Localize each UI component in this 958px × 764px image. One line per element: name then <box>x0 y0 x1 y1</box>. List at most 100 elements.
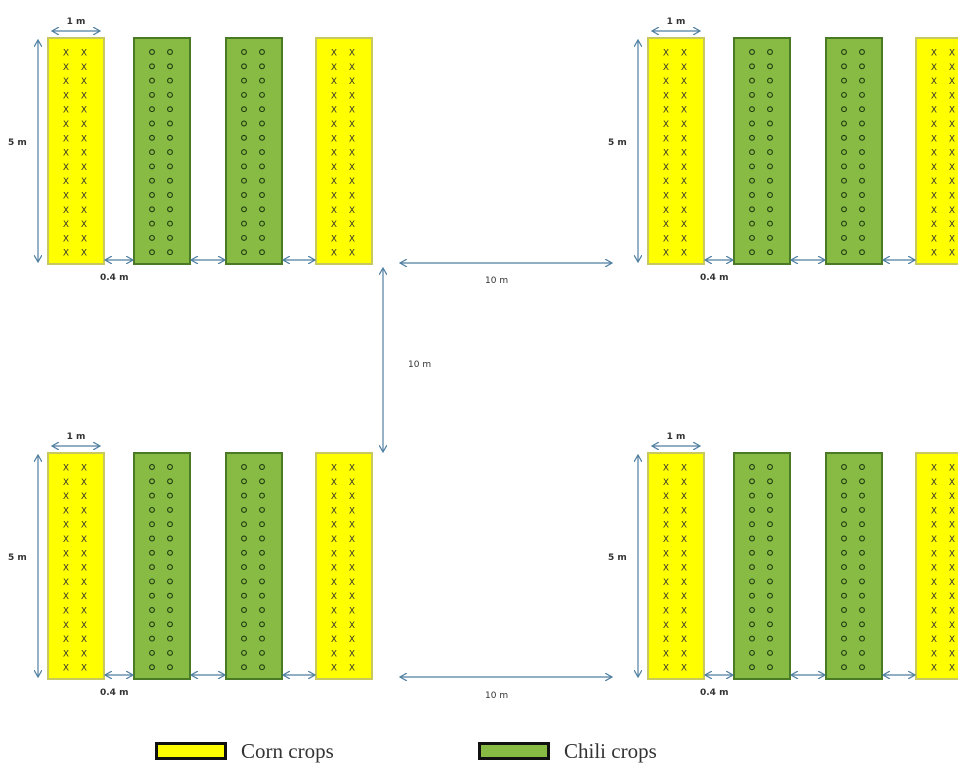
chili-plant-marker <box>749 120 755 127</box>
corn-plant-marker: X <box>63 249 69 259</box>
chili-plant-marker <box>167 177 173 184</box>
corn-plant-marker: X <box>349 63 355 73</box>
corn-plant-marker: X <box>349 120 355 130</box>
chili-plant-marker <box>167 492 173 499</box>
corn-plant-marker: X <box>331 549 337 559</box>
corn-plant-marker: X <box>949 492 955 502</box>
chili-plant-marker <box>259 592 265 599</box>
corn-plant-marker: X <box>63 649 69 659</box>
chili-plant-marker <box>859 206 865 213</box>
chili-plant-marker <box>241 91 247 98</box>
corn-plant-marker: X <box>949 177 955 187</box>
chili-plant-marker <box>167 49 173 55</box>
corn-plant-marker: X <box>949 249 955 259</box>
corn-plant-marker: X <box>949 49 955 59</box>
bed-length-label: 5 m <box>8 553 27 563</box>
plot-gap-bottom-label: 10 m <box>485 691 508 701</box>
bed-corn: X XX XX XX XX XX XX XX XX XX XX XX XX XX XX X <box>647 452 705 680</box>
chili-plant-marker <box>841 77 847 84</box>
chili-plant-marker <box>859 564 865 571</box>
corn-plant-marker: X <box>931 521 937 531</box>
corn-plant-marker: X <box>663 492 669 502</box>
corn-plant-marker: X <box>349 91 355 101</box>
corn-plant-marker: X <box>681 206 687 216</box>
corn-plant-marker: X <box>63 549 69 559</box>
chili-plant-marker <box>259 134 265 141</box>
chili-plant-marker <box>259 77 265 84</box>
corn-plant-marker: X <box>81 49 87 59</box>
chili-plant-marker <box>259 206 265 213</box>
chili-plant-marker <box>767 649 773 656</box>
corn-plant-marker: X <box>949 91 955 101</box>
chili-plant-marker <box>767 234 773 241</box>
bed-width-label: 1 m <box>667 17 686 27</box>
chili-plant-marker <box>167 91 173 98</box>
corn-plant-marker: X <box>331 192 337 202</box>
chili-plant-marker <box>859 478 865 485</box>
corn-plant-marker: X <box>331 106 337 116</box>
chili-plant-marker <box>859 535 865 542</box>
corn-plant-marker: X <box>349 621 355 631</box>
corn-plant-marker: X <box>349 578 355 588</box>
corn-plant-marker: X <box>349 106 355 116</box>
corn-plant-marker: X <box>663 564 669 574</box>
corn-plant-marker: X <box>681 220 687 230</box>
chili-plant-marker <box>259 649 265 656</box>
chili-plant-marker <box>859 234 865 241</box>
corn-plant-marker: X <box>663 578 669 588</box>
corn-plant-marker: X <box>949 578 955 588</box>
corn-plant-marker: X <box>63 177 69 187</box>
chili-plant-marker <box>749 478 755 485</box>
chili-plant-marker <box>241 234 247 241</box>
corn-plant-marker: X <box>349 564 355 574</box>
chili-plant-marker <box>259 607 265 613</box>
chili-plant-marker <box>841 607 847 613</box>
chili-plant-marker <box>859 549 865 556</box>
corn-plant-marker: X <box>949 464 955 474</box>
corn-plant-marker: X <box>331 91 337 101</box>
chili-plant-marker <box>767 120 773 127</box>
chili-plant-marker <box>749 649 755 656</box>
corn-plant-marker: X <box>949 607 955 617</box>
chili-plant-marker <box>259 549 265 556</box>
corn-plant-marker: X <box>349 192 355 202</box>
corn-plant-marker: X <box>931 206 937 216</box>
legend-corn: Corn crops <box>155 739 334 763</box>
chili-plant-marker <box>259 621 265 628</box>
chili-plant-marker <box>841 521 847 528</box>
corn-plant-marker: X <box>63 163 69 173</box>
corn-plant-marker: X <box>81 149 87 159</box>
corn-plant-marker: X <box>349 77 355 87</box>
chili-plant-marker <box>241 134 247 141</box>
chili-bed-rect <box>825 37 883 265</box>
corn-plant-marker: X <box>331 492 337 502</box>
corn-plant-marker: X <box>331 134 337 144</box>
corn-plant-marker: X <box>663 521 669 531</box>
chili-plant-marker <box>167 607 173 613</box>
chili-plant-marker <box>241 664 247 671</box>
chili-plant-marker <box>767 134 773 141</box>
chili-plant-marker <box>149 578 155 585</box>
corn-plant-marker: X <box>63 91 69 101</box>
chili-plant-marker <box>767 635 773 642</box>
corn-plant-marker: X <box>681 192 687 202</box>
chili-plant-marker <box>149 478 155 485</box>
chili-plant-marker <box>149 607 155 613</box>
bed-length-label: 5 m <box>608 553 627 563</box>
corn-plant-marker: X <box>349 607 355 617</box>
corn-plant-marker: X <box>349 206 355 216</box>
corn-plant-marker: X <box>663 63 669 73</box>
chili-bed-rect <box>225 37 283 265</box>
corn-plant-marker: X <box>681 163 687 173</box>
bed-corn: X XX XX XX XX XX XX XX XX XX XX XX XX XX XX X <box>915 37 958 265</box>
chili-plant-marker <box>167 478 173 485</box>
chili-plant-marker <box>841 464 847 470</box>
chili-plant-marker <box>149 77 155 84</box>
corn-plant-marker: X <box>81 464 87 474</box>
chili-plant-marker <box>259 521 265 528</box>
chili-plant-marker <box>841 149 847 156</box>
legend-chili: Chili crops <box>478 739 657 763</box>
chili-plant-marker <box>859 149 865 156</box>
corn-plant-marker: X <box>331 635 337 645</box>
chili-plant-marker <box>749 206 755 213</box>
